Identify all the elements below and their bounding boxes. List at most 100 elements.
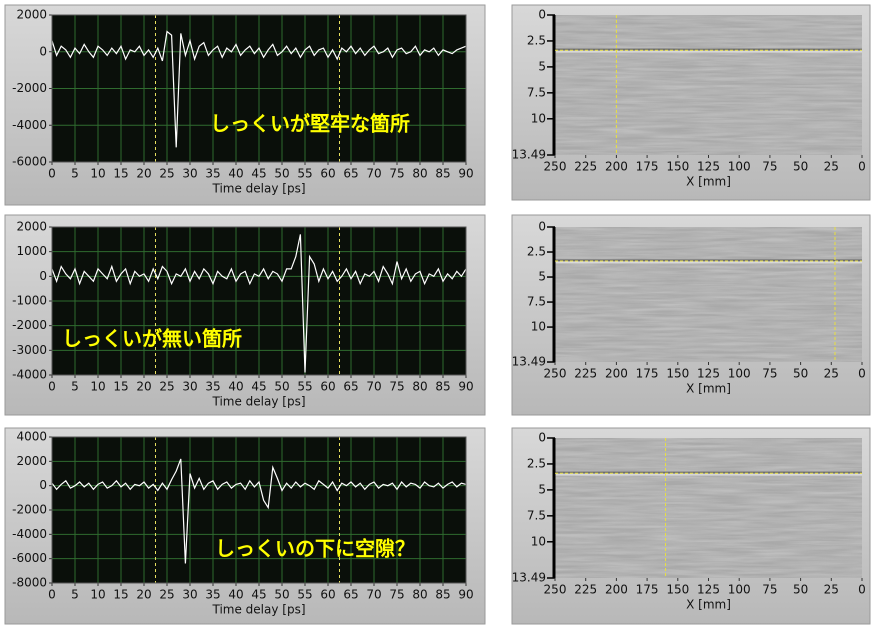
x-tick-label: 225 (574, 367, 597, 381)
x-tick-label: 35 (205, 588, 220, 602)
x-tick-label: 30 (182, 167, 197, 181)
x-tick-label: 40 (228, 380, 243, 394)
x-tick-label: 175 (636, 367, 659, 381)
scan-texture (555, 438, 862, 578)
y-tick-label: -4000 (12, 118, 47, 132)
x-tick-label: 250 (544, 367, 567, 381)
x-tick-label: 200 (605, 583, 628, 597)
x-tick-label: 125 (697, 367, 720, 381)
y-tick-label: 0 (538, 431, 546, 445)
x-tick-label: 250 (544, 583, 567, 597)
x-tick-label: 55 (297, 167, 312, 181)
x-tick-label: 55 (297, 588, 312, 602)
y-tick-label: 2.5 (527, 245, 546, 259)
x-tick-label: 50 (274, 380, 289, 394)
x-tick-label: 5 (71, 588, 79, 602)
x-tick-label: 75 (762, 160, 777, 174)
x-tick-label: 50 (793, 583, 808, 597)
x-tick-label: 50 (274, 167, 289, 181)
x-tick-label: 75 (762, 367, 777, 381)
x-tick-label: 65 (343, 588, 358, 602)
y-tick-label: 13.49 (512, 571, 546, 585)
y-tick-label: -6000 (12, 551, 47, 565)
x-tick-label: 30 (182, 588, 197, 602)
y-tick-label: 2000 (16, 220, 47, 234)
x-tick-label: 15 (113, 588, 128, 602)
x-tick-label: 90 (458, 167, 473, 181)
x-tick-label: 5 (71, 380, 79, 394)
x-tick-label: 40 (228, 167, 243, 181)
x-tick-label: 125 (697, 583, 720, 597)
x-tick-label: 25 (824, 160, 839, 174)
y-tick-label: 13.49 (512, 355, 546, 369)
x-tick-label: 0 (858, 367, 866, 381)
x-tick-label: 50 (793, 160, 808, 174)
x-tick-label: 15 (113, 167, 128, 181)
x-tick-label: 0 (858, 583, 866, 597)
x-axis-label: Time delay [ps] (211, 395, 305, 409)
x-axis-label: X [mm] (686, 598, 731, 612)
annotation: しっくいが無い箇所 (62, 327, 242, 351)
y-tick-label: 10 (531, 111, 546, 125)
x-tick-label: 85 (435, 167, 450, 181)
x-tick-label: 150 (666, 367, 689, 381)
y-tick-label: -2000 (12, 81, 47, 95)
x-tick-label: 50 (793, 367, 808, 381)
y-tick-label: 7.5 (527, 295, 546, 309)
x-tick-label: 175 (636, 583, 659, 597)
x-tick-label: 20 (136, 167, 151, 181)
x-tick-label: 55 (297, 380, 312, 394)
x-tick-label: 20 (136, 588, 151, 602)
x-tick-label: 80 (412, 380, 427, 394)
y-tick-label: 5 (538, 482, 546, 496)
x-tick-label: 150 (666, 583, 689, 597)
x-tick-label: 45 (251, 380, 266, 394)
page: {"chart_data": [ {"type": "line", "xlabe… (0, 0, 872, 625)
x-tick-label: 90 (458, 380, 473, 394)
x-tick-label: 90 (458, 588, 473, 602)
x-tick-label: 65 (343, 380, 358, 394)
y-tick-label: 0 (39, 269, 47, 283)
x-tick-label: 15 (113, 380, 128, 394)
x-tick-label: 70 (366, 380, 381, 394)
figure: 0510152025303540455055606570758085902000… (0, 0, 872, 625)
x-tick-label: 35 (205, 380, 220, 394)
y-tick-label: 10 (531, 320, 546, 334)
x-tick-label: 225 (574, 583, 597, 597)
x-tick-label: 60 (320, 588, 335, 602)
annotation: しっくいの下に空隙？ (215, 537, 415, 561)
x-tick-label: 60 (320, 380, 335, 394)
x-tick-label: 0 (48, 167, 56, 181)
y-tick-label: 2.5 (527, 456, 546, 470)
x-tick-label: 70 (366, 588, 381, 602)
x-tick-label: 50 (274, 588, 289, 602)
y-tick-label: 5 (538, 270, 546, 284)
y-tick-label: 0 (39, 44, 47, 58)
x-tick-label: 25 (159, 167, 174, 181)
x-axis-label: X [mm] (686, 175, 731, 189)
y-tick-label: 1000 (16, 244, 47, 258)
surface-echo (555, 261, 862, 263)
y-tick-label: -2000 (12, 503, 47, 517)
x-tick-label: 25 (824, 367, 839, 381)
y-tick-label: 2000 (16, 454, 47, 468)
scan-texture (555, 227, 862, 362)
x-axis-label: Time delay [ps] (211, 603, 305, 617)
x-tick-label: 25 (824, 583, 839, 597)
y-tick-label: 13.49 (512, 148, 546, 162)
x-tick-label: 80 (412, 588, 427, 602)
y-tick-label: 2000 (16, 8, 47, 22)
x-tick-label: 125 (697, 160, 720, 174)
y-tick-label: 0 (538, 220, 546, 234)
x-axis-label: Time delay [ps] (211, 182, 305, 196)
x-tick-label: 75 (762, 583, 777, 597)
x-tick-label: 150 (666, 160, 689, 174)
x-tick-label: 225 (574, 160, 597, 174)
surface-echo (555, 51, 862, 53)
x-tick-label: 25 (159, 588, 174, 602)
y-tick-label: -4000 (12, 368, 47, 382)
x-tick-label: 20 (136, 380, 151, 394)
x-tick-label: 80 (412, 167, 427, 181)
x-tick-label: 45 (251, 167, 266, 181)
y-tick-label: -2000 (12, 318, 47, 332)
